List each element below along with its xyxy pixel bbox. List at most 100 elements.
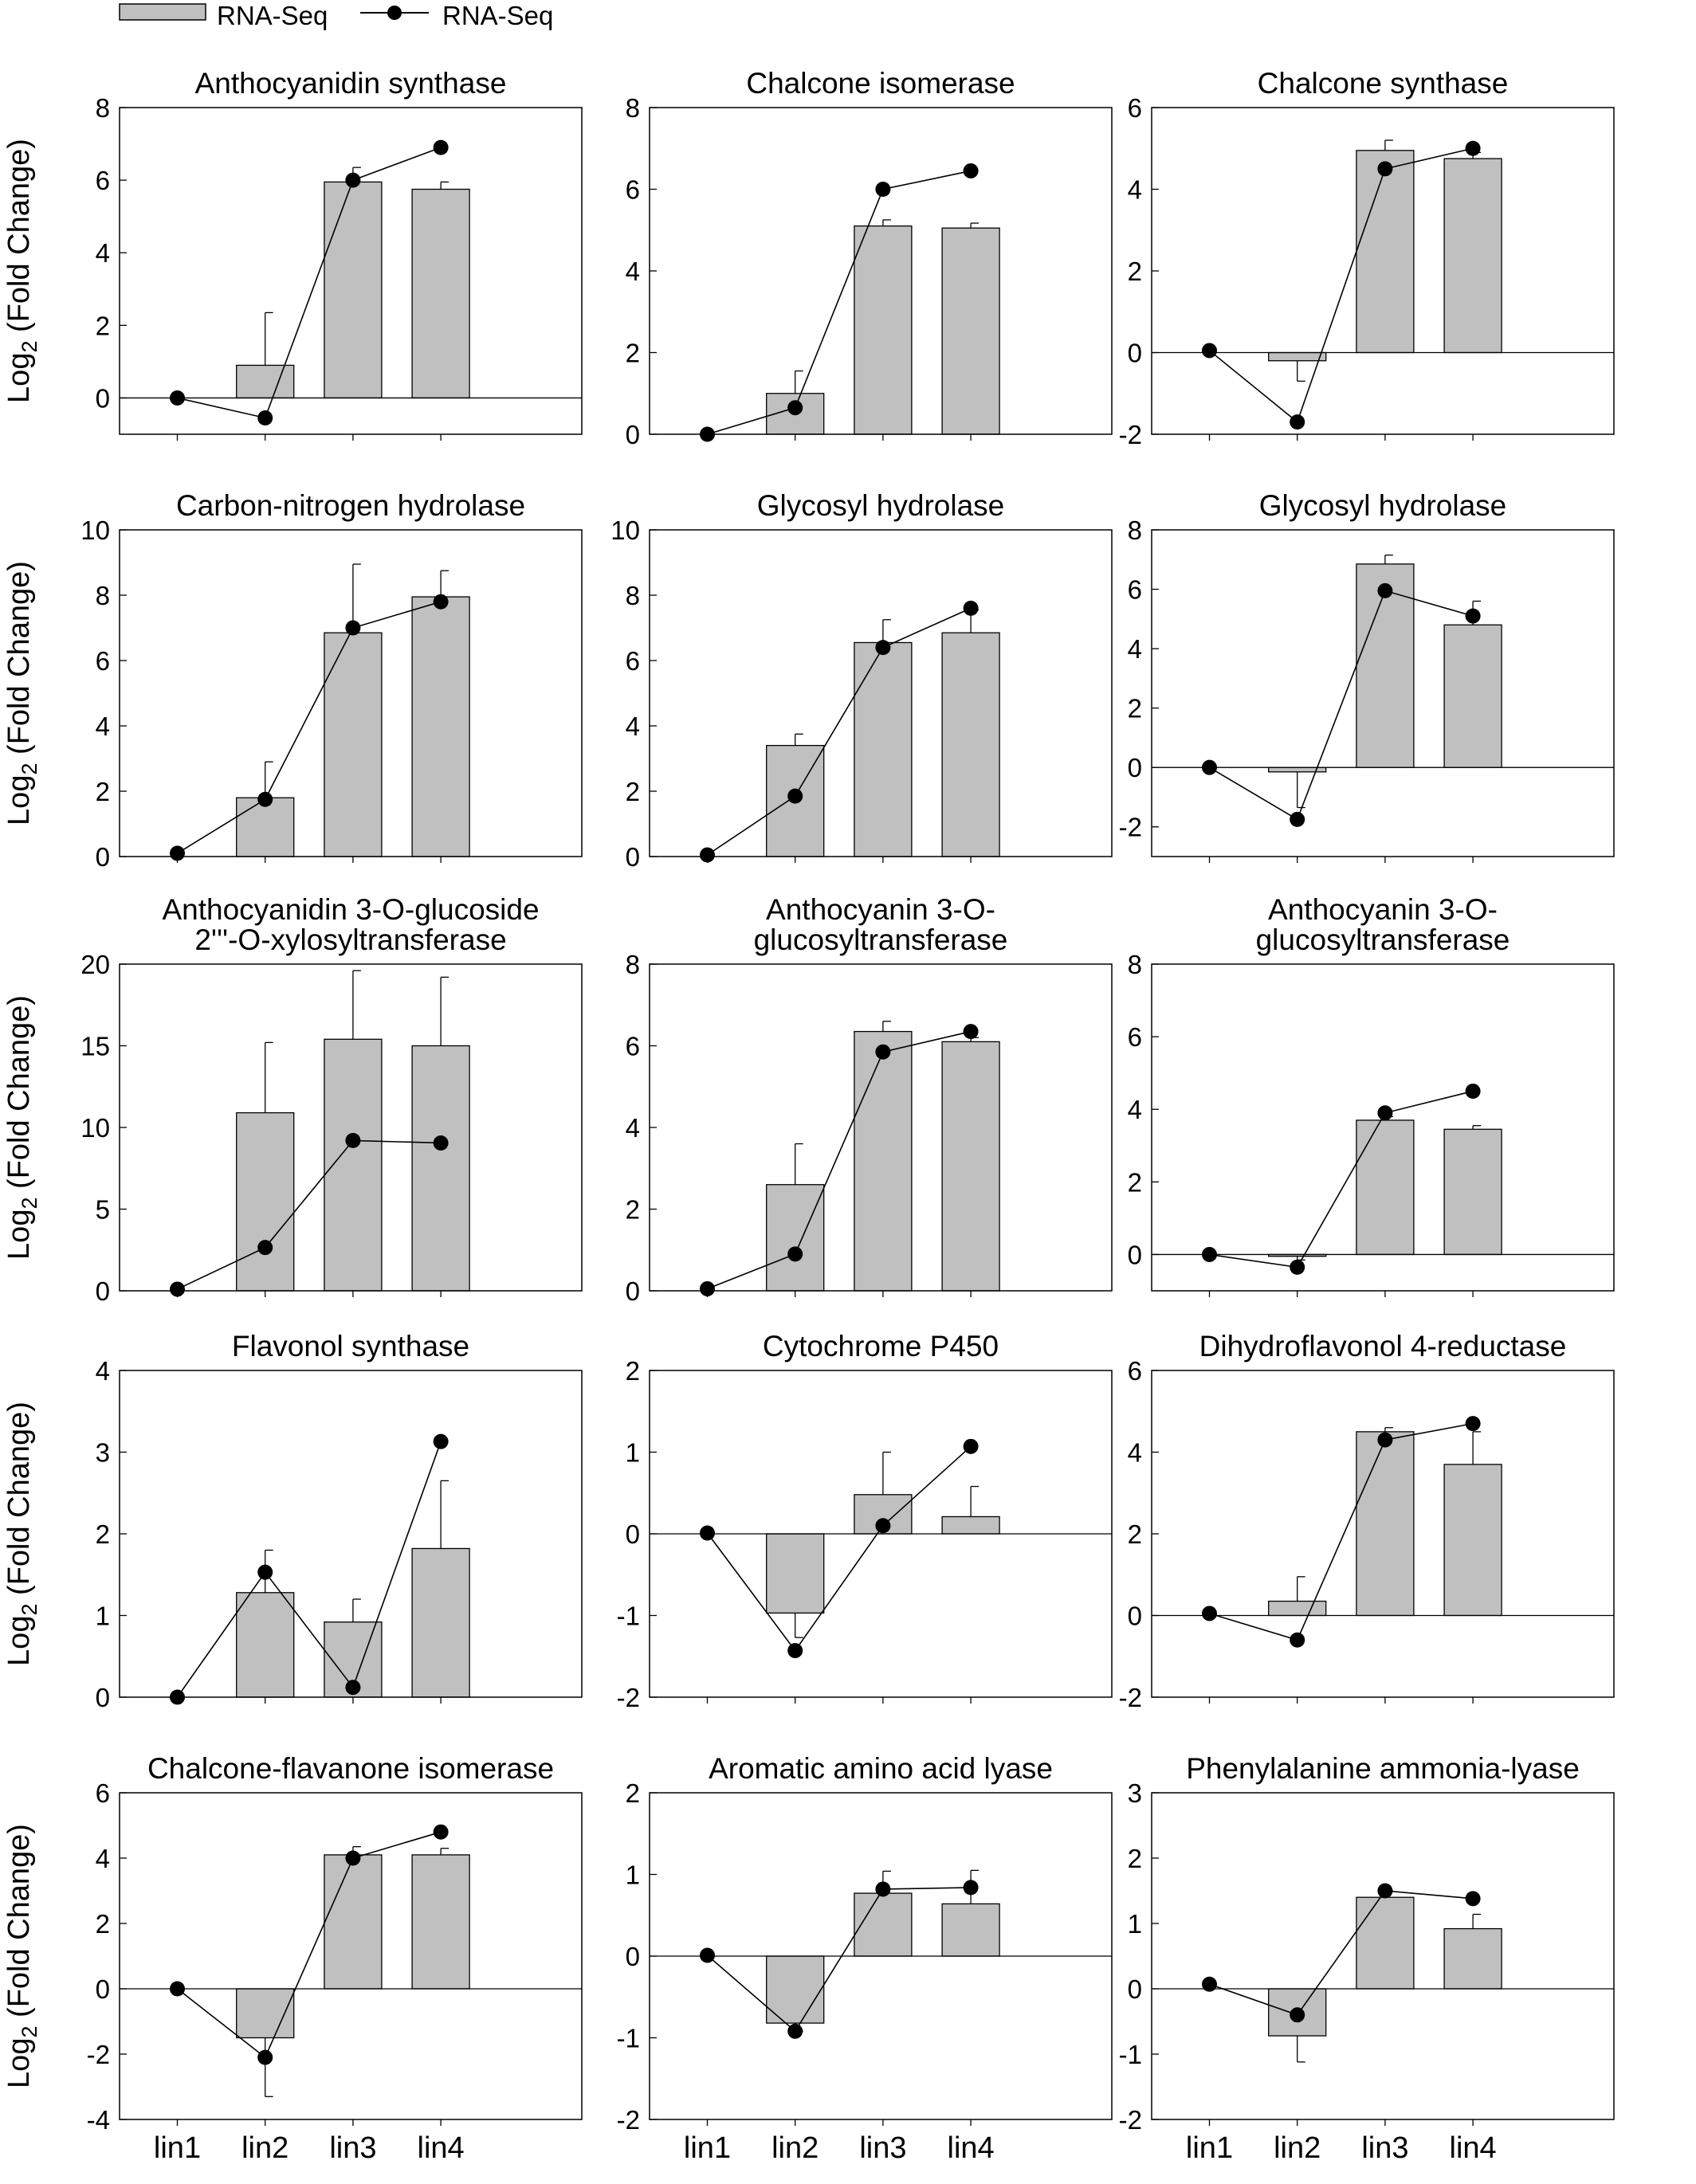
chart-title: Anthocyanin 3-O- xyxy=(766,893,995,926)
y-tick-label: -4 xyxy=(87,2105,110,2135)
data-point xyxy=(170,1281,185,1297)
chart-panel-5: Glycosyl hydrolase 0 2 4 6 8 10 xyxy=(610,489,1113,872)
chart-title: Anthocyanidin 3-O-glucoside xyxy=(162,893,539,926)
chart-title: Flavonol synthase xyxy=(232,1330,469,1363)
bar xyxy=(941,1041,1000,1292)
chart-title: glucosyltransferase xyxy=(754,923,1008,956)
bar xyxy=(236,797,295,857)
x-tick-label: lin1 xyxy=(1186,2131,1233,2165)
legend: RNA-Seq RNA-Seq xyxy=(119,1,553,30)
data-point xyxy=(1377,1432,1393,1448)
y-axis-label-main: Log xyxy=(2,353,36,403)
y-tick-label: 2 xyxy=(626,1356,640,1386)
y-tick-label: 0 xyxy=(626,1519,640,1549)
bar xyxy=(854,641,913,857)
bar xyxy=(411,1045,470,1292)
x-tick-label: lin3 xyxy=(859,2131,906,2165)
series-line xyxy=(177,1139,442,1290)
y-axis-label-main: Log xyxy=(2,1210,36,1260)
x-tick-label: lin2 xyxy=(1274,2131,1321,2165)
bar xyxy=(1356,1896,1415,1990)
chart-panel-11: Cytochrome P450 -2 -1 0 1 2 xyxy=(617,1330,1113,1712)
data-point xyxy=(1290,1259,1305,1275)
series-line xyxy=(706,1445,972,1652)
y-tick-label: 2 xyxy=(96,777,110,806)
data-point xyxy=(257,1564,273,1580)
y-tick-label: 20 xyxy=(80,950,110,979)
y-axis-label: Log2 (Fold Change) xyxy=(2,139,41,403)
series-line xyxy=(1208,147,1474,423)
data-point xyxy=(257,410,273,425)
data-point xyxy=(875,182,891,197)
data-point xyxy=(1465,140,1481,156)
y-tick-label: -2 xyxy=(87,2040,110,2069)
series-line xyxy=(176,1441,442,1698)
data-point xyxy=(963,163,979,178)
data-point xyxy=(433,1135,449,1151)
y-axis-label-sub: 2 xyxy=(18,2026,41,2038)
y-tick-label: 6 xyxy=(626,175,640,205)
bar xyxy=(411,188,470,399)
y-tick-label: -2 xyxy=(1119,420,1142,449)
y-tick-label: 4 xyxy=(626,257,640,286)
bar xyxy=(1443,624,1502,768)
y-tick-label: 5 xyxy=(96,1195,110,1225)
data-point xyxy=(1202,1606,1217,1621)
legend-line-label: RNA-Seq xyxy=(442,1,553,30)
data-point xyxy=(1290,2007,1305,2023)
y-axis-label: Log2 (Fold Change) xyxy=(2,995,41,1260)
y-tick-label: 8 xyxy=(626,950,640,979)
y-tick-label: -1 xyxy=(617,1602,640,1631)
chart-title: Phenylalanine ammonia-lyase xyxy=(1186,1752,1580,1785)
data-point xyxy=(1377,1105,1393,1121)
data-point xyxy=(875,1044,891,1060)
chart-title: Chalcone isomerase xyxy=(746,67,1015,100)
chart-title: Cytochrome P450 xyxy=(763,1330,999,1363)
data-point xyxy=(257,791,273,807)
chart-title: Anthocyanin 3-O- xyxy=(1268,893,1498,926)
series-line xyxy=(1209,1090,1474,1268)
chart-title: Glycosyl hydrolase xyxy=(757,489,1005,522)
x-tick-label: lin1 xyxy=(154,2131,201,2165)
y-tick-label: 3 xyxy=(1128,1778,1142,1808)
bar xyxy=(1356,1119,1415,1256)
y-tick-label: 8 xyxy=(1128,950,1142,979)
x-tick-label: lin1 xyxy=(684,2131,731,2165)
legend-marker-swatch xyxy=(387,6,402,20)
chart-panel-6: Glycosyl hydrolase -2 0 2 4 6 8 xyxy=(1119,489,1615,863)
y-axis-label-rest: (Fold Change) xyxy=(2,139,36,340)
y-tick-label: 0 xyxy=(626,1942,640,1971)
chart-title: Chalcone synthase xyxy=(1258,67,1509,100)
y-tick-label: 2 xyxy=(1128,694,1142,723)
x-tick-label: lin4 xyxy=(1450,2131,1497,2165)
data-point xyxy=(345,1132,361,1148)
y-tick-label: 0 xyxy=(96,1974,110,2004)
data-point xyxy=(963,1880,979,1896)
legend-bar-label: RNA-Seq xyxy=(217,1,328,30)
data-point xyxy=(875,1518,891,1534)
y-tick-label: -2 xyxy=(1119,2105,1142,2135)
y-axis-label-rest: (Fold Change) xyxy=(2,1824,36,2025)
y-tick-label: -2 xyxy=(1119,1683,1142,1712)
y-tick-label: 6 xyxy=(626,646,640,676)
data-point xyxy=(1377,1883,1393,1899)
bar xyxy=(854,1892,913,1957)
bar xyxy=(236,1592,295,1698)
plot-frame xyxy=(119,529,583,857)
chart-panel-12: Dihydroflavonol 4-reductase -2 0 2 4 6 xyxy=(1119,1330,1615,1712)
y-tick-label: 4 xyxy=(1128,634,1142,664)
bar xyxy=(324,1854,383,1990)
data-point xyxy=(1202,1976,1217,1992)
y-tick-label: -2 xyxy=(617,1683,640,1712)
data-point xyxy=(787,2023,803,2039)
y-tick-label: 2 xyxy=(1128,1167,1142,1197)
data-point xyxy=(345,172,361,188)
chart-title: 2'''-O-xylosyltransferase xyxy=(194,923,506,956)
data-point xyxy=(1202,343,1217,359)
data-point xyxy=(345,1680,361,1696)
chart-title: Carbon-nitrogen hydrolase xyxy=(176,489,525,522)
bar xyxy=(1443,1128,1502,1256)
data-point xyxy=(875,1881,891,1897)
data-point xyxy=(1290,811,1305,827)
